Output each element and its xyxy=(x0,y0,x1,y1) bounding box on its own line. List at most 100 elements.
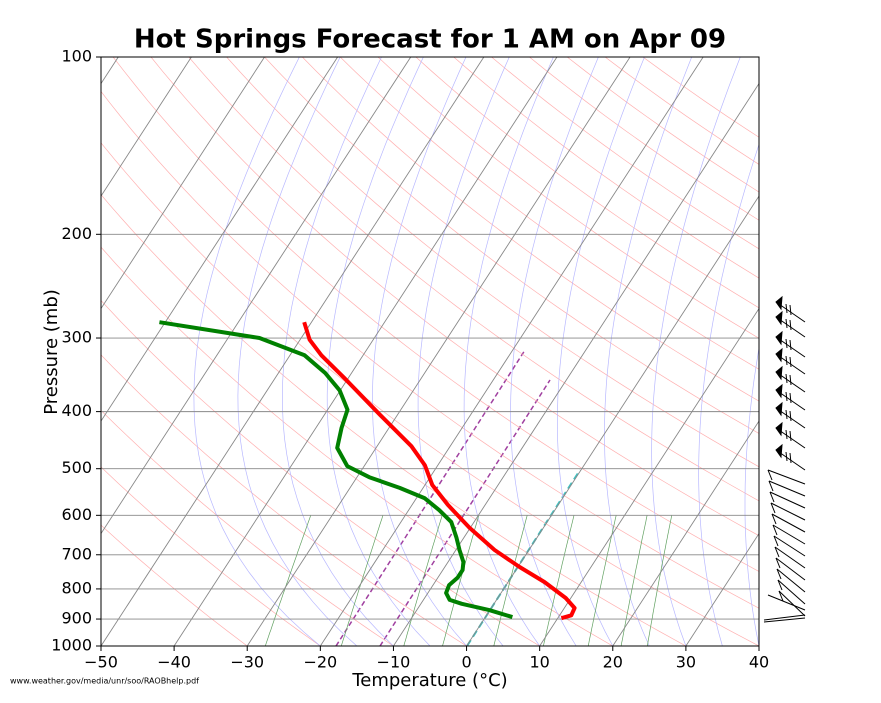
background-curve xyxy=(101,90,759,609)
barb-tick xyxy=(771,513,777,525)
x-axis-label: Temperature (°C) xyxy=(351,670,507,691)
isotherm xyxy=(539,307,759,646)
barb-flag xyxy=(775,310,783,326)
barb-staff xyxy=(774,546,806,569)
background-curve xyxy=(101,246,613,646)
barb-tick xyxy=(789,319,792,331)
y-tick-label: 700 xyxy=(61,544,92,563)
barb-tick xyxy=(789,392,792,404)
background-curve xyxy=(744,346,759,646)
barb-flag xyxy=(775,443,783,459)
isotherm xyxy=(101,57,192,197)
x-tick-label: −30 xyxy=(230,653,264,672)
barb-tick xyxy=(785,429,788,440)
background-curve xyxy=(150,57,759,537)
barb-tick xyxy=(774,546,780,558)
barb-tick xyxy=(773,535,779,547)
background-curve xyxy=(646,515,673,646)
barb-tick xyxy=(775,557,781,569)
y-tick-label: 300 xyxy=(61,328,92,347)
x-tick-label: −50 xyxy=(84,653,118,672)
barb-staff xyxy=(770,502,806,521)
background-curve xyxy=(698,143,759,646)
background-curve xyxy=(237,57,358,646)
background-curve xyxy=(340,515,384,646)
background-curve xyxy=(101,142,759,646)
background-curve xyxy=(226,57,759,468)
y-tick-label: 900 xyxy=(61,609,92,628)
barb-staff xyxy=(768,480,806,497)
isotherm xyxy=(466,195,759,646)
background-curve xyxy=(620,515,648,646)
y-tick-label: 400 xyxy=(61,401,92,420)
x-tick-label: 20 xyxy=(603,653,623,672)
background-curve xyxy=(403,515,443,646)
x-tick-label: 0 xyxy=(461,653,471,672)
guide-line xyxy=(335,349,526,646)
profile-line xyxy=(159,320,513,620)
background-curve xyxy=(101,524,248,646)
barb-tick xyxy=(770,502,776,514)
barb-flag xyxy=(775,421,783,437)
barb-tick xyxy=(789,430,792,442)
y-tick-label: 500 xyxy=(61,458,92,477)
x-tick-label: 10 xyxy=(529,653,549,672)
barb-tick xyxy=(789,339,792,351)
barb-staff xyxy=(771,513,806,533)
barb-flag xyxy=(775,365,783,381)
x-tick-label: −10 xyxy=(377,653,411,672)
x-tick-label: 40 xyxy=(749,653,769,672)
background-curve xyxy=(604,57,759,165)
x-tick-label: −20 xyxy=(303,653,337,672)
background-curve xyxy=(101,466,321,646)
barb-staff xyxy=(767,594,806,611)
background-curve xyxy=(302,57,759,402)
barb-staff xyxy=(773,535,806,557)
barb-tick xyxy=(789,304,792,316)
y-tick-label: 100 xyxy=(61,47,92,66)
background-curve xyxy=(112,57,759,572)
barb-staff xyxy=(776,568,806,593)
source-note: www.weather.gov/media/unr/soo/RAOBhelp.p… xyxy=(10,677,199,686)
barb-staff xyxy=(777,579,806,605)
plot-frame xyxy=(100,56,760,647)
background-curve xyxy=(442,515,480,646)
barb-staff xyxy=(778,590,806,617)
barb-tick xyxy=(789,374,792,386)
barb-staff xyxy=(763,617,806,623)
background-curve xyxy=(339,57,759,370)
barb-tick xyxy=(767,469,773,481)
background-curve xyxy=(557,57,645,646)
barb-flag xyxy=(775,330,783,346)
profile-line xyxy=(302,321,577,621)
barb-staff xyxy=(775,557,806,581)
background-curve xyxy=(101,194,687,646)
background-curve xyxy=(417,57,510,646)
background-curve xyxy=(587,515,617,646)
background-curve xyxy=(604,57,693,646)
background-curve xyxy=(264,515,312,646)
barb-staff xyxy=(767,469,806,485)
background-curve xyxy=(415,57,759,309)
background-curve xyxy=(188,57,759,502)
isotherm xyxy=(101,57,339,422)
barb-tick xyxy=(785,373,788,384)
barb-staff xyxy=(763,614,806,621)
barb-tick xyxy=(777,579,783,591)
background-curve xyxy=(264,57,759,434)
isotherm xyxy=(319,57,704,646)
barb-tick xyxy=(789,356,792,368)
barb-tick xyxy=(772,524,778,536)
isotherm xyxy=(246,57,631,646)
barb-tick xyxy=(785,451,788,462)
background-curve xyxy=(453,57,759,279)
background-curve xyxy=(377,57,759,339)
barb-flag xyxy=(775,295,783,311)
background-curve xyxy=(491,57,759,250)
barb-flag xyxy=(775,347,783,363)
barb-tick xyxy=(789,410,792,422)
x-tick-label: 30 xyxy=(676,653,696,672)
y-tick-label: 600 xyxy=(61,505,92,524)
barb-tick xyxy=(789,452,792,464)
